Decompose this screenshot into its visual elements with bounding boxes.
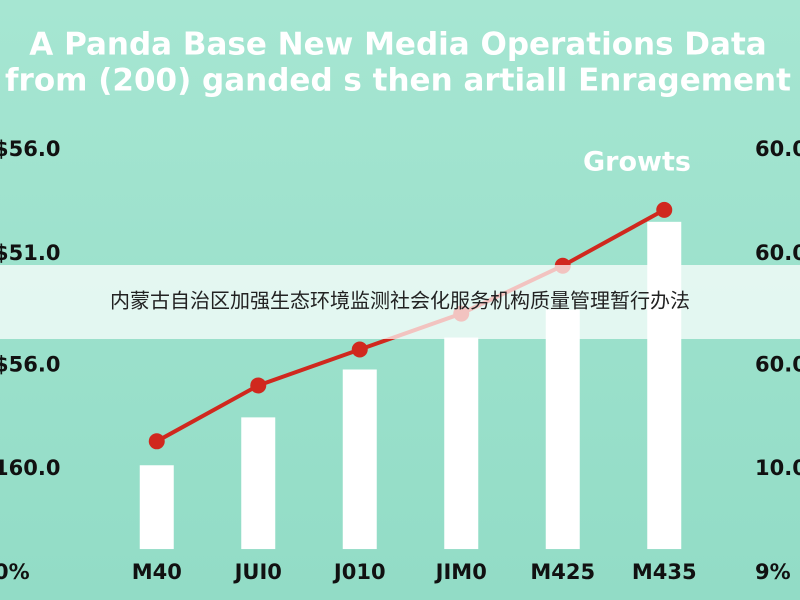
annotation: Growts (583, 147, 691, 178)
x-tick-label: JUI0 (233, 560, 282, 584)
bar (545, 309, 580, 550)
line-point (250, 377, 267, 394)
bar (342, 369, 377, 550)
bar (241, 417, 276, 550)
chart-title: from (200) ganded s then artiall Enragem… (5, 63, 791, 99)
x-tick-label: JIM0 (434, 560, 487, 584)
y2-tick-label: 60.0 (755, 352, 800, 376)
y-tick-label: 160.0 (0, 456, 60, 480)
bar (139, 465, 174, 550)
line-point (148, 433, 165, 450)
banner: 内蒙古自治区加强生态环境监测社会化服务机构质量管理暂行办法 (110, 289, 690, 313)
x-tick-label: M40 (132, 560, 182, 584)
x-tick-label: M435 (632, 560, 697, 584)
y-tick-label: $51.0 (0, 241, 60, 265)
line-point (656, 201, 673, 218)
y-tick-label: $56.0 (0, 352, 60, 376)
banner-background (0, 265, 800, 339)
y2-tick-label: 10.0 (755, 456, 800, 480)
chart-title: A Panda Base New Media Operations Data (29, 27, 766, 63)
line-point (351, 341, 368, 358)
y-tick-label: $56.0 (0, 137, 60, 161)
y-tick-label: 0% (0, 560, 30, 584)
plot: $56.0 $51.0 $56.0 160.0 0% 60.0 60.0 60.0 10.0 9%… (0, 137, 800, 584)
y2-tick-label: 9% (755, 560, 791, 584)
x-tick-label: J010 (332, 560, 386, 584)
y2-tick-label: 60.0 (755, 241, 800, 265)
x-tick-label: M425 (530, 560, 595, 584)
bar (444, 337, 479, 550)
y2-tick-label: 60.0 (755, 137, 800, 161)
